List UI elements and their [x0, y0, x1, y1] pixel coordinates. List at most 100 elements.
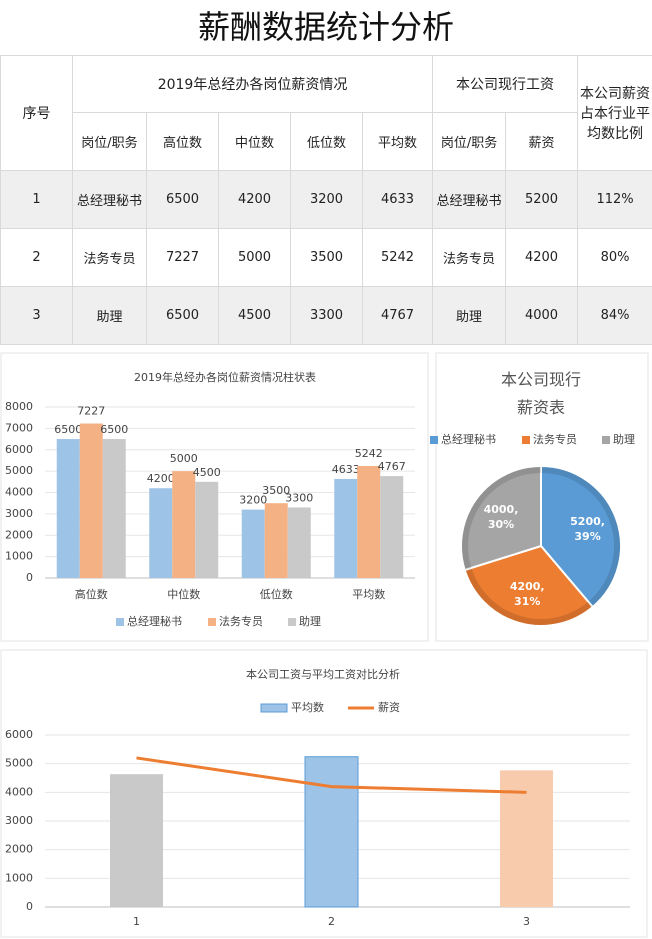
table-cell: 法务专员	[72, 228, 147, 287]
bar	[287, 507, 311, 578]
pie-slice	[460, 464, 542, 572]
legend-label: 法务专员	[533, 432, 577, 446]
legend-label: 薪资	[378, 701, 400, 714]
header-cell: 薪资	[505, 112, 579, 171]
header-cell: 低位数	[290, 112, 363, 171]
panel	[0, 352, 429, 642]
data-label: 4500	[193, 466, 221, 479]
panel	[0, 649, 648, 938]
x-tick-label: 2	[328, 915, 335, 928]
y-tick-label: 1000	[5, 550, 33, 563]
table-cell: 4200	[218, 170, 291, 229]
table-cell: 1	[0, 170, 73, 229]
page-title: 薪酬数据统计分析	[197, 8, 454, 46]
salary-table: 序号 2019年总经办各岗位薪资情况 本公司现行工资 本公司薪资占本行业平均数比例 岗位…	[0, 55, 652, 345]
y-tick-label: 4000	[5, 486, 33, 499]
table-cell: 112%	[577, 170, 652, 229]
y-tick-label: 6000	[5, 443, 33, 456]
table-cell: 助理	[72, 286, 147, 345]
bar	[241, 509, 265, 578]
y-tick-label: 8000	[5, 400, 33, 413]
y-tick-label: 5000	[5, 464, 33, 477]
data-label: 5200, 39%	[570, 514, 605, 543]
x-tick-label: 3	[523, 915, 530, 928]
panel	[435, 352, 649, 642]
pie-rim	[462, 467, 542, 570]
header-cell: 本公司现行工资	[432, 55, 579, 113]
bar	[110, 774, 163, 907]
data-label: 3300	[285, 491, 313, 504]
table-cell: 助理	[432, 286, 507, 345]
chart-title: 本公司现行薪资表	[500, 370, 581, 417]
legend-swatch	[522, 436, 530, 444]
legend-label: 平均数	[291, 701, 324, 714]
table-row: 3 助理 6500 4500 3300 4767 助理 4000 84%	[0, 286, 652, 345]
data-label: 4200, 31%	[509, 579, 545, 608]
table-cell: 84%	[577, 286, 652, 345]
table-cell: 4200	[505, 228, 579, 287]
line	[136, 756, 527, 794]
header-cell: 岗位/职务	[72, 112, 147, 171]
chart-title: 2019年总经办各岗位薪资情况柱状表	[134, 370, 316, 384]
header-cell: 平均数	[361, 112, 434, 171]
x-tick-label: 平均数	[352, 588, 385, 601]
table-cell: 4500	[218, 286, 291, 345]
bar	[264, 503, 288, 578]
legend-label: 法务专员	[219, 614, 263, 628]
bar	[380, 476, 404, 578]
bar	[304, 756, 359, 908]
y-tick-label: 3000	[5, 507, 33, 520]
table-cell: 3	[0, 286, 73, 345]
legend-swatch	[116, 618, 124, 626]
bar	[195, 481, 219, 578]
y-tick-label: 2000	[5, 843, 33, 856]
data-label: 4633	[332, 463, 360, 476]
data-label: 6500	[100, 423, 128, 436]
y-tick-label: 0	[26, 571, 33, 584]
y-tick-label: 3000	[5, 814, 33, 827]
y-tick-label: 6000	[5, 728, 33, 741]
y-tick-label: 1000	[5, 871, 33, 884]
data-label: 4000, 30%	[483, 502, 519, 531]
y-tick-label: 4000	[5, 785, 33, 798]
x-tick-label: 低位数	[260, 587, 293, 601]
bar	[56, 439, 80, 578]
table-cell: 总经理秘书	[432, 170, 507, 229]
data-label: 4767	[378, 460, 406, 473]
y-tick-label: 0	[26, 900, 33, 913]
x-tick-label: 1	[133, 915, 140, 928]
x-tick-label: 中位数	[167, 587, 200, 601]
table-cell: 3200	[290, 170, 363, 229]
data-label: 5242	[355, 447, 383, 460]
header-cell: 2019年总经办各岗位薪资情况	[71, 55, 434, 113]
header-cell: 中位数	[218, 112, 291, 171]
header-cell: 高位数	[146, 112, 219, 171]
bar	[357, 465, 381, 578]
bar	[102, 439, 126, 578]
legend-swatch	[430, 436, 438, 444]
table-row: 2 法务专员 7227 5000 3500 5242 法务专员 4200 80%	[0, 228, 652, 287]
bar	[79, 423, 103, 578]
chart-title: 本公司工资与平均工资对比分析	[246, 667, 400, 681]
data-label: 5000	[170, 452, 198, 465]
header-cell: 序号	[0, 55, 73, 171]
legend-swatch	[208, 618, 216, 626]
bar	[172, 471, 196, 578]
pie-slice	[463, 544, 595, 627]
pie-slice	[540, 464, 622, 609]
table-cell: 6500	[146, 170, 219, 229]
data-label: 3500	[262, 484, 290, 497]
header-cell: 本公司薪资占本行业平均数比例	[577, 55, 652, 171]
data-label: 4200	[147, 472, 175, 485]
x-tick-label: 高位数	[75, 587, 108, 601]
legend-swatch	[602, 436, 610, 444]
pie-rim	[540, 467, 620, 607]
data-label: 7227	[77, 405, 105, 418]
y-tick-label: 2000	[5, 528, 33, 541]
table-row: 序号 2019年总经办各岗位薪资情况 本公司现行工资 本公司薪资占本行业平均数比例	[0, 55, 652, 171]
table-cell: 6500	[146, 286, 219, 345]
table-cell: 5242	[361, 228, 434, 287]
bar	[149, 488, 173, 578]
